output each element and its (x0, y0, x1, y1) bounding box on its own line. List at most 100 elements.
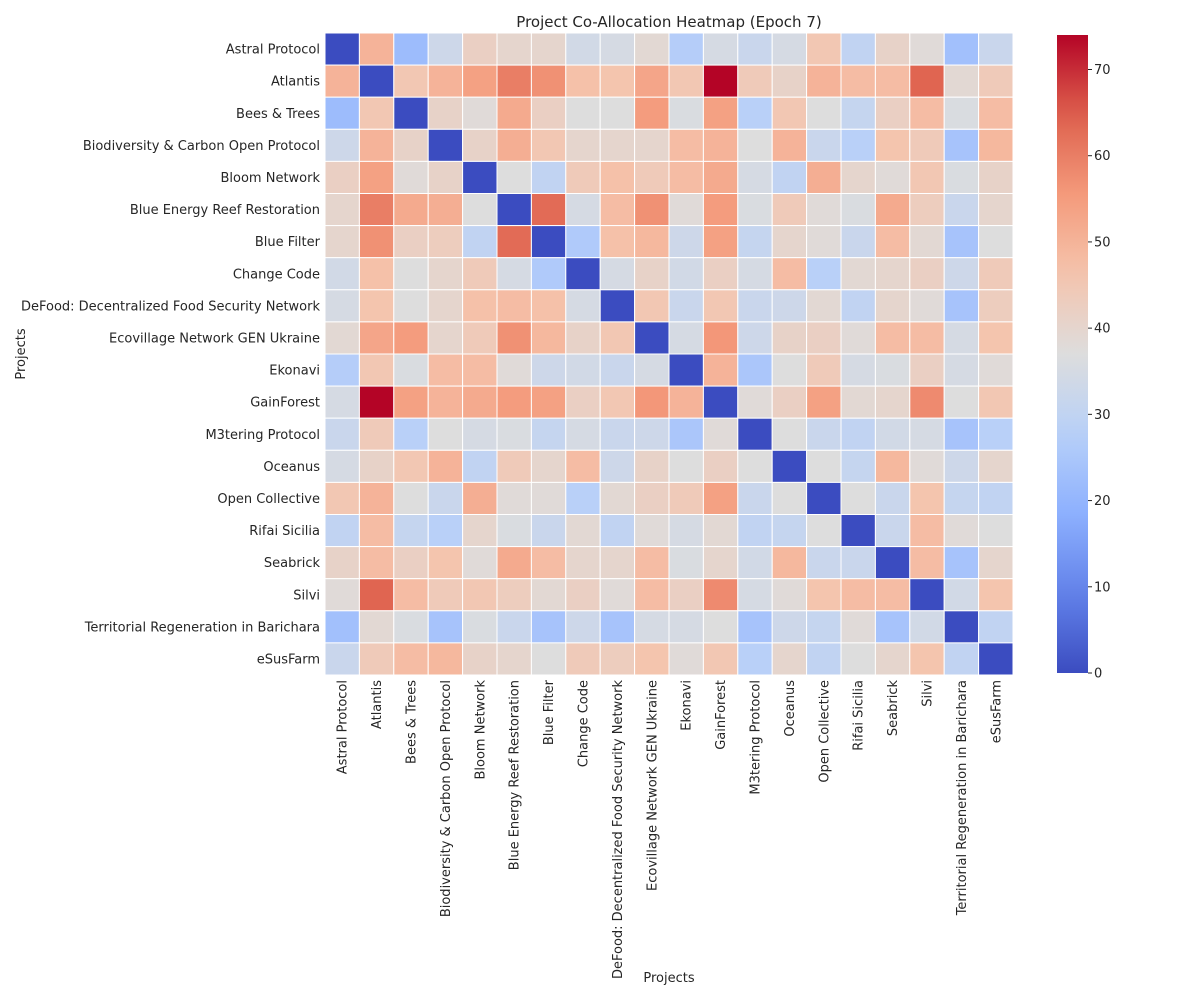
heatmap-cell (978, 578, 1014, 612)
heatmap-cell (358, 385, 395, 419)
heatmap-cell (634, 417, 670, 451)
y-tick-label: Bees & Trees (236, 107, 320, 122)
heatmap-cell (978, 64, 1014, 98)
heatmap-cell (358, 546, 395, 580)
heatmap-cell (324, 193, 360, 227)
heatmap-cell (530, 481, 567, 515)
heatmap-cell (565, 321, 601, 355)
heatmap-cell (806, 321, 842, 355)
heatmap-cell (943, 64, 980, 98)
heatmap-cell (599, 225, 636, 259)
heatmap-cell (462, 481, 498, 515)
y-axis-label: Projects (14, 328, 29, 379)
heatmap-cell (462, 128, 498, 162)
heatmap-cell (324, 481, 360, 515)
heatmap-cell (943, 642, 980, 676)
heatmap-cell (668, 610, 704, 644)
heatmap-cell (840, 449, 876, 483)
heatmap-cell (427, 353, 464, 387)
y-tick-label: Atlantis (271, 75, 320, 90)
heatmap-cell (806, 289, 842, 323)
y-tick-label: Seabrick (264, 556, 321, 571)
heatmap-cell (909, 193, 945, 227)
heatmap-cell (943, 321, 980, 355)
heatmap-cell (737, 481, 773, 515)
heatmap-cell (358, 417, 395, 451)
heatmap-cell (978, 610, 1014, 644)
heatmap-cell (462, 642, 498, 676)
heatmap-cell (943, 353, 980, 387)
heatmap-cell (909, 481, 945, 515)
heatmap-cell (840, 578, 876, 612)
heatmap-cell (668, 578, 704, 612)
heatmap-cell (737, 128, 773, 162)
heatmap-cell (634, 32, 670, 66)
heatmap-cell (496, 546, 532, 580)
heatmap-cell (634, 610, 670, 644)
x-tick-label: Bees & Trees (405, 680, 420, 764)
heatmap-cell (737, 289, 773, 323)
heatmap-cell (599, 193, 636, 227)
heatmap-cell (737, 353, 773, 387)
heatmap-cell (496, 257, 532, 291)
heatmap-cell (634, 481, 670, 515)
heatmap-cell (496, 353, 532, 387)
heatmap-cell (358, 610, 395, 644)
heatmap-cell (668, 128, 704, 162)
y-tick-label: eSusFarm (257, 652, 320, 667)
heatmap-cell (358, 449, 395, 483)
heatmap-cell (427, 193, 464, 227)
heatmap-cell (427, 610, 464, 644)
heatmap-cell (840, 32, 876, 66)
heatmap-cell (840, 610, 876, 644)
heatmap-cell (943, 257, 980, 291)
heatmap-cell (565, 642, 601, 676)
heatmap-cell (702, 257, 739, 291)
heatmap-cell (737, 160, 773, 194)
heatmap-cell (943, 514, 980, 548)
heatmap-cell (462, 193, 498, 227)
heatmap-cell (565, 96, 601, 130)
heatmap-cell (943, 449, 980, 483)
heatmap-cell (530, 353, 567, 387)
heatmap-cell (565, 353, 601, 387)
heatmap-cell (840, 514, 876, 548)
heatmap-cell (358, 128, 395, 162)
y-tick-label: Territorial Regeneration in Barichara (84, 620, 320, 635)
heatmap-cell (358, 514, 395, 548)
heatmap-cell (668, 225, 704, 259)
heatmap-cell (840, 642, 876, 676)
heatmap-cell (462, 514, 498, 548)
heatmap-cell (393, 321, 429, 355)
y-tick-label: Silvi (293, 588, 320, 603)
heatmap-cell (565, 481, 601, 515)
heatmap-cell (737, 642, 773, 676)
heatmap-cell (599, 385, 636, 419)
heatmap-cell (874, 289, 911, 323)
heatmap-cell (909, 642, 945, 676)
x-tick-label: Ekonavi (680, 680, 695, 731)
heatmap-cell (530, 160, 567, 194)
heatmap-cell (668, 481, 704, 515)
x-tick-label: Open Collective (817, 680, 832, 783)
heatmap-cell (358, 642, 395, 676)
heatmap-cell (737, 193, 773, 227)
x-tick-label: Rifai Sicilia (852, 680, 867, 751)
y-tick-label: Ecovillage Network GEN Ukraine (109, 331, 320, 346)
heatmap-cell (874, 160, 911, 194)
heatmap-cell (737, 96, 773, 130)
heatmap-cell (393, 578, 429, 612)
heatmap-cell (496, 514, 532, 548)
x-tick-label: Seabrick (886, 680, 901, 737)
y-tick-label: Blue Filter (255, 235, 321, 250)
heatmap-cell (771, 321, 808, 355)
heatmap-cell (565, 578, 601, 612)
heatmap-cell (324, 353, 360, 387)
heatmap-cell (393, 417, 429, 451)
heatmap-cell (599, 417, 636, 451)
heatmap-cell (874, 128, 911, 162)
heatmap-cell (599, 642, 636, 676)
heatmap-cell (668, 193, 704, 227)
heatmap-cell (565, 417, 601, 451)
heatmap-cell (324, 642, 360, 676)
